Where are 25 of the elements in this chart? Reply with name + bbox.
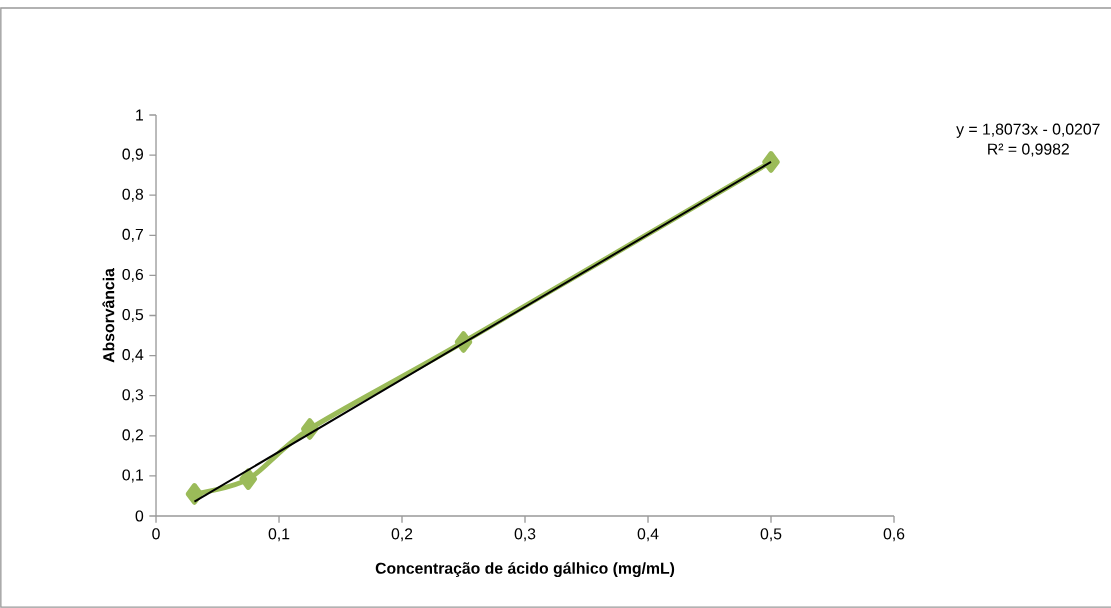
x-tick-label: 0	[152, 528, 160, 540]
y-tick-label: 0,2	[122, 429, 143, 443]
y-tick-label: 0	[135, 510, 144, 522]
x-tick-label: 0,5	[760, 528, 782, 542]
x-tick-label: 0,1	[268, 528, 290, 542]
y-tick-label: 0,7	[122, 228, 143, 242]
x-tick-label: 0,2	[391, 528, 413, 542]
y-axis-title: Absorvância	[102, 268, 115, 363]
x-tick-label: 0,4	[637, 528, 659, 542]
text: R² = 0,9982	[988, 143, 1069, 157]
y-tick-label: 1	[136, 109, 143, 121]
point	[762, 151, 780, 173]
y-tick-label: 0,1	[122, 469, 143, 483]
y-tick-label: 0,3	[122, 389, 144, 403]
y-tick-label: 0,6	[122, 268, 144, 282]
text: y = 1,8073x - 0,0207	[956, 123, 1100, 138]
x-tick-label: 0,3	[514, 528, 536, 542]
y-tick-label: 0,9	[122, 148, 143, 162]
x-axis-title: Concentração de ácido gálhico (mg/mL)	[375, 562, 675, 578]
y-tick-label: 0,5	[122, 308, 144, 323]
x-tick-label: 0,6	[883, 528, 905, 542]
point	[239, 468, 258, 490]
point	[185, 483, 204, 505]
y-tick-label: 0,8	[122, 188, 144, 202]
y-tick-label: 0,4	[122, 349, 144, 363]
